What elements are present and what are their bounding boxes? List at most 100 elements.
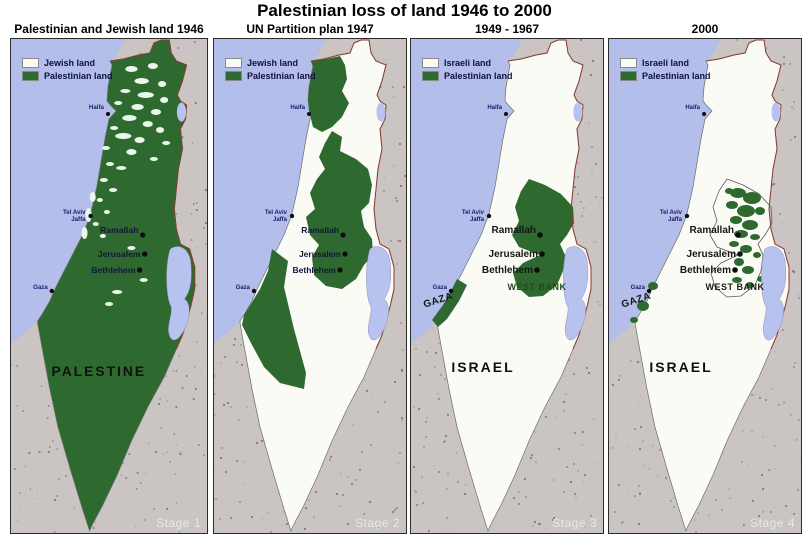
- land-patch: [139, 278, 148, 282]
- west-bank-boundary: [709, 178, 773, 298]
- sea-of-galilee: [573, 102, 583, 122]
- stage-label-4: Stage 4: [750, 516, 795, 530]
- land-patch: [116, 166, 127, 170]
- dead-sea: [563, 246, 588, 341]
- city-dot-haifa: [105, 112, 111, 116]
- legend-row-jewish: Jewish land: [22, 58, 113, 68]
- map-legend: Israeli land Palestinian land: [422, 58, 513, 81]
- sea-of-galilee: [176, 102, 187, 122]
- city-label-ramallah: Ramallah: [690, 225, 734, 236]
- land-patch: [126, 149, 137, 155]
- panel-header-4: 2000: [691, 22, 719, 36]
- land-patch: [630, 317, 638, 323]
- city-dot-bethlehem: [732, 267, 738, 273]
- land-patch: [637, 301, 649, 311]
- land-patch: [134, 78, 149, 84]
- city-label-ramallah: Ramallah: [492, 225, 536, 236]
- city-label-jaffa: Jaffa: [470, 217, 485, 223]
- city-label-ramallah: Ramallah: [100, 225, 139, 235]
- stage-label-1: Stage 1: [156, 516, 201, 530]
- land-patch: [89, 192, 96, 202]
- city-label-tel-aviv: Tel Aviv: [265, 210, 288, 216]
- legend-swatch-israeli: [422, 58, 439, 68]
- arab-state-central: [306, 131, 373, 289]
- city-label-bethlehem: Bethlehem: [91, 265, 136, 275]
- legend-label-israeli: Israeli land: [444, 58, 492, 68]
- map-panel-stage-2: UN Partition plan 1947 Haifa Tel Aviv Jaff…: [213, 22, 407, 534]
- land-patch: [158, 81, 167, 87]
- map-legend: Israeli land Palestinian land: [620, 58, 711, 81]
- city-label-ramallah: Ramallah: [301, 225, 339, 235]
- legend-label-israeli: Israeli land: [642, 58, 690, 68]
- city-label-jerusalem: Jerusalem: [687, 249, 737, 260]
- city-dot-ramallah: [340, 232, 346, 238]
- city-label-bethlehem: Bethlehem: [293, 265, 337, 275]
- legend-label-jewish: Jewish land: [44, 58, 96, 68]
- land-patch: [742, 220, 758, 230]
- land-patch: [732, 277, 742, 283]
- legend-label-jewish: Jewish land: [247, 58, 299, 68]
- dead-sea: [761, 246, 786, 341]
- city-dot-tel-aviv: [486, 213, 492, 219]
- land-patch: [101, 146, 111, 150]
- city-dot-jerusalem: [539, 251, 545, 257]
- land-patch: [114, 101, 123, 105]
- region-label-palestine: PALESTINE: [51, 364, 146, 379]
- city-dot-tel-aviv: [684, 213, 690, 219]
- land-patch: [104, 302, 114, 306]
- land-patch: [743, 192, 761, 204]
- city-label-haifa: Haifa: [290, 105, 305, 111]
- sea-of-galilee: [771, 102, 781, 122]
- city-dot-gaza: [251, 288, 257, 294]
- land-patch: [134, 137, 145, 143]
- land-patch: [725, 188, 733, 194]
- sea-of-galilee: [376, 102, 386, 122]
- region-label-west-bank: WEST BANK: [508, 282, 567, 292]
- city-dot-haifa: [504, 112, 508, 116]
- page-title: Palestinian loss of land 1946 to 2000: [257, 1, 552, 20]
- legend-label-palestinian: Palestinian land: [44, 71, 113, 81]
- armistice-border-line: [507, 39, 592, 350]
- land-patch: [150, 109, 162, 115]
- armistice-border-line: [310, 39, 395, 350]
- land-patch: [730, 216, 742, 224]
- city-label-haifa: Haifa: [685, 105, 700, 111]
- legend-row-palestinian: Palestinian land: [22, 71, 113, 81]
- panel-header-1: Palestinian and Jewish land 1946: [14, 22, 204, 36]
- land-patch: [155, 127, 165, 133]
- city-dot-gaza: [448, 288, 454, 294]
- land-patch: [730, 188, 746, 198]
- legend-swatch-jewish: [225, 58, 242, 68]
- map-panel-stage-3: 1949 - 1967 Haifa Tel Aviv Jaffa Ramallah Je…: [410, 22, 604, 534]
- legend-row-jewish: Jewish land: [225, 58, 316, 68]
- land-patch: [125, 66, 138, 72]
- legend-swatch-palestinian: [422, 71, 439, 81]
- city-dot-jerusalem: [342, 251, 348, 257]
- city-label-haifa: Haifa: [89, 105, 105, 111]
- map-legend: Jewish land Palestinian land: [225, 58, 316, 81]
- land-patch: [737, 205, 755, 217]
- land-patch: [115, 133, 132, 139]
- city-dot-ramallah: [140, 232, 146, 238]
- legend-label-palestinian: Palestinian land: [247, 71, 316, 81]
- land-patch: [112, 290, 123, 294]
- city-label-gaza: Gaza: [433, 285, 448, 291]
- city-label-jerusalem: Jerusalem: [489, 249, 539, 260]
- land-patch: [103, 210, 111, 214]
- land-patch: [96, 198, 103, 202]
- mediterranean-sea: [11, 39, 126, 343]
- land-patch: [750, 234, 760, 240]
- land-patch: [127, 246, 136, 250]
- city-dot-ramallah: [537, 232, 543, 238]
- land-patch: [149, 157, 158, 161]
- city-label-jaffa: Jaffa: [668, 217, 683, 223]
- mediterranean-sea: [214, 39, 326, 343]
- land-patch: [85, 208, 92, 222]
- legend-label-palestinian: Palestinian land: [444, 71, 513, 81]
- armistice-border-line: [705, 39, 790, 350]
